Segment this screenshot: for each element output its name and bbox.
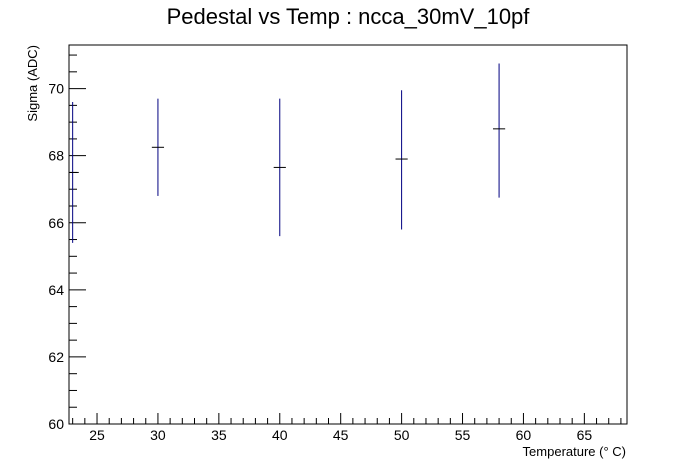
data-point [69, 102, 79, 243]
data-point [492, 63, 506, 198]
y-tick-label: 60 [48, 416, 64, 432]
x-axis-ticks [72, 413, 622, 424]
y-tick-label: 70 [48, 81, 64, 97]
x-tick-label: 40 [272, 427, 288, 443]
x-tick-label: 35 [211, 427, 227, 443]
y-tick-label: 62 [48, 349, 64, 365]
x-tick-label: 60 [516, 427, 532, 443]
y-axis-label: Sigma (ADC) [25, 45, 40, 122]
x-tick-label: 30 [150, 427, 166, 443]
x-tick-label: 45 [333, 427, 349, 443]
chart-title: Pedestal vs Temp : ncca_30mV_10pf [167, 4, 531, 29]
data-point [151, 98, 165, 196]
y-axis-ticks [69, 54, 86, 425]
plot-frame [68, 44, 628, 425]
x-axis-label: Temperature (° C) [523, 444, 626, 459]
y-tick-label: 64 [48, 282, 64, 298]
x-tick-label: 50 [394, 427, 410, 443]
data-points [69, 63, 506, 243]
x-tick-label: 25 [89, 427, 105, 443]
y-tick-label: 68 [48, 148, 64, 164]
x-tick-label: 65 [577, 427, 593, 443]
x-tick-label: 55 [455, 427, 471, 443]
x-axis-tick-labels: 25 30 35 40 45 50 55 60 65 [89, 427, 592, 443]
y-tick-label: 66 [48, 215, 64, 231]
data-point [395, 90, 408, 230]
y-axis-tick-labels: 60 62 64 66 68 70 [48, 81, 64, 432]
data-point [273, 98, 286, 237]
